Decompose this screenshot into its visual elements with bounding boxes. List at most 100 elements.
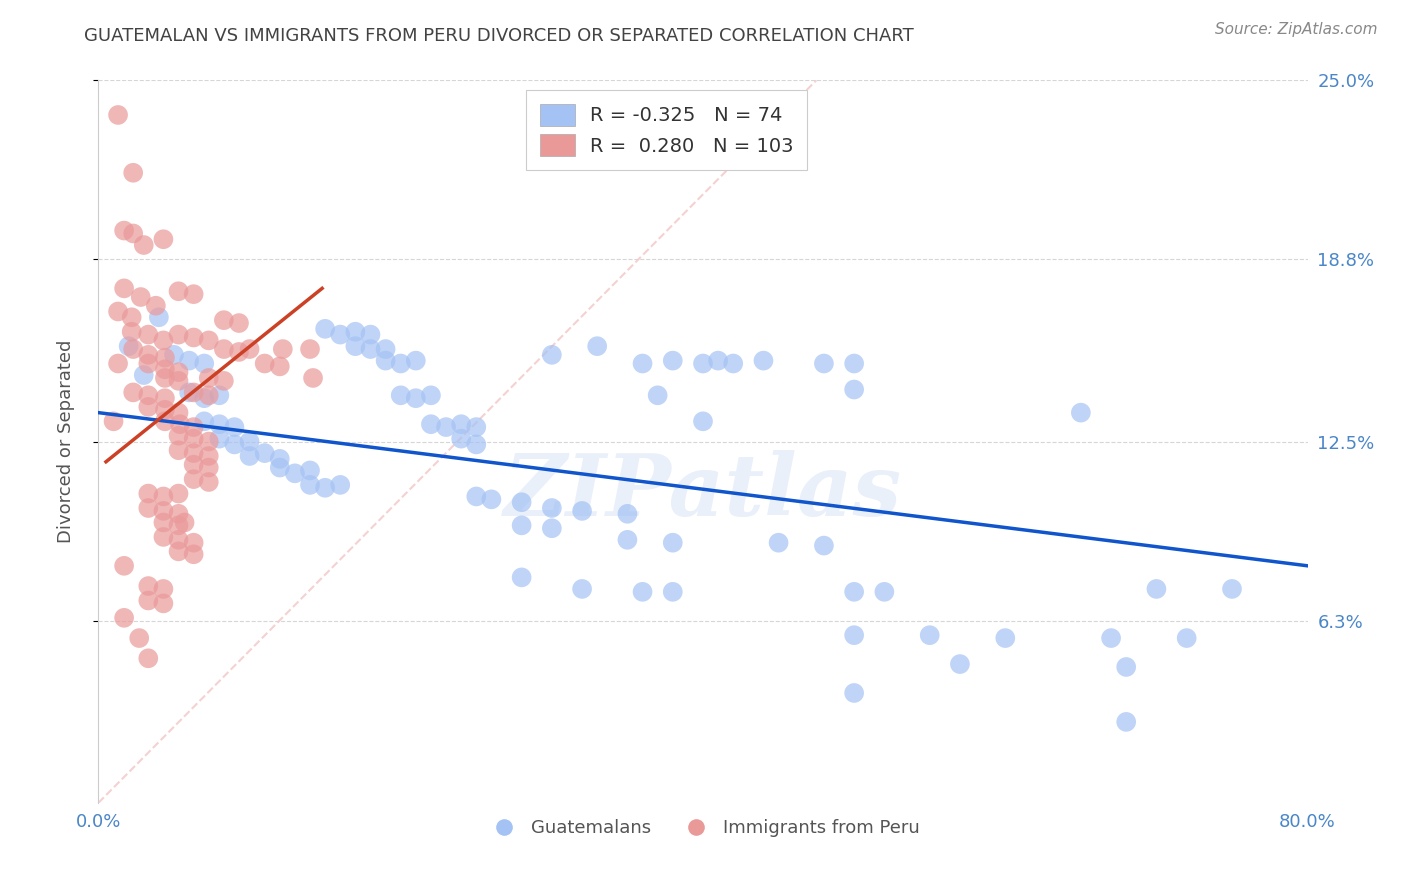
Point: [768, 535, 790, 549]
Point: [197, 388, 219, 402]
Point: [253, 357, 276, 371]
Point: [152, 530, 174, 544]
Point: [302, 371, 325, 385]
Point: [163, 348, 186, 362]
Point: [271, 342, 294, 356]
Point: [167, 327, 190, 342]
Point: [193, 414, 215, 428]
Point: [208, 432, 231, 446]
Point: [405, 391, 427, 405]
Point: [179, 385, 201, 400]
Point: [197, 449, 219, 463]
Point: [540, 521, 562, 535]
Point: [153, 391, 176, 405]
Point: [1220, 582, 1243, 596]
Point: [844, 686, 866, 700]
Point: [299, 478, 322, 492]
Point: [813, 357, 835, 371]
Point: [269, 460, 291, 475]
Point: [707, 353, 730, 368]
Point: [631, 357, 654, 371]
Point: [360, 342, 382, 356]
Point: [167, 285, 190, 299]
Point: [167, 374, 190, 388]
Point: [994, 631, 1017, 645]
Point: [167, 406, 190, 420]
Point: [540, 348, 562, 362]
Point: [179, 353, 201, 368]
Point: [152, 596, 174, 610]
Point: [918, 628, 941, 642]
Point: [103, 414, 125, 428]
Point: [239, 449, 262, 463]
Point: [813, 539, 835, 553]
Point: [224, 437, 246, 451]
Point: [661, 353, 683, 368]
Legend: Guatemalans, Immigrants from Peru: Guatemalans, Immigrants from Peru: [478, 812, 928, 845]
Point: [299, 342, 322, 356]
Point: [465, 437, 488, 451]
Point: [136, 486, 159, 500]
Point: [153, 414, 176, 428]
Point: [1070, 406, 1092, 420]
Point: [450, 432, 472, 446]
Point: [314, 481, 336, 495]
Point: [122, 227, 145, 241]
Point: [121, 325, 143, 339]
Point: [153, 362, 176, 376]
Point: [314, 322, 336, 336]
Point: [183, 432, 205, 446]
Point: [152, 582, 174, 596]
Point: [169, 417, 191, 432]
Point: [420, 388, 443, 402]
Point: [152, 232, 174, 246]
Point: [228, 316, 250, 330]
Point: [374, 353, 396, 368]
Point: [167, 533, 190, 547]
Point: [173, 516, 195, 530]
Point: [284, 467, 307, 481]
Point: [692, 414, 714, 428]
Point: [389, 388, 412, 402]
Point: [465, 420, 488, 434]
Point: [661, 535, 683, 549]
Point: [1175, 631, 1198, 645]
Point: [153, 351, 176, 365]
Point: [586, 339, 609, 353]
Point: [239, 434, 262, 449]
Point: [631, 584, 654, 599]
Point: [183, 287, 205, 301]
Point: [122, 166, 145, 180]
Point: [136, 348, 159, 362]
Point: [122, 385, 145, 400]
Point: [132, 368, 155, 382]
Point: [197, 371, 219, 385]
Text: Source: ZipAtlas.com: Source: ZipAtlas.com: [1215, 22, 1378, 37]
Point: [122, 342, 145, 356]
Point: [136, 579, 159, 593]
Point: [510, 570, 533, 584]
Point: [136, 388, 159, 402]
Point: [128, 631, 150, 645]
Point: [167, 507, 190, 521]
Point: [183, 330, 205, 344]
Point: [183, 535, 205, 549]
Point: [844, 628, 866, 642]
Point: [510, 518, 533, 533]
Point: [152, 504, 174, 518]
Point: [183, 446, 205, 460]
Point: [107, 357, 129, 371]
Point: [212, 313, 235, 327]
Point: [723, 357, 745, 371]
Point: [112, 611, 135, 625]
Point: [153, 371, 176, 385]
Point: [1115, 660, 1137, 674]
Point: [121, 310, 143, 325]
Point: [510, 495, 533, 509]
Point: [197, 475, 219, 489]
Point: [197, 460, 219, 475]
Point: [193, 357, 215, 371]
Point: [269, 451, 291, 466]
Point: [136, 357, 159, 371]
Point: [228, 345, 250, 359]
